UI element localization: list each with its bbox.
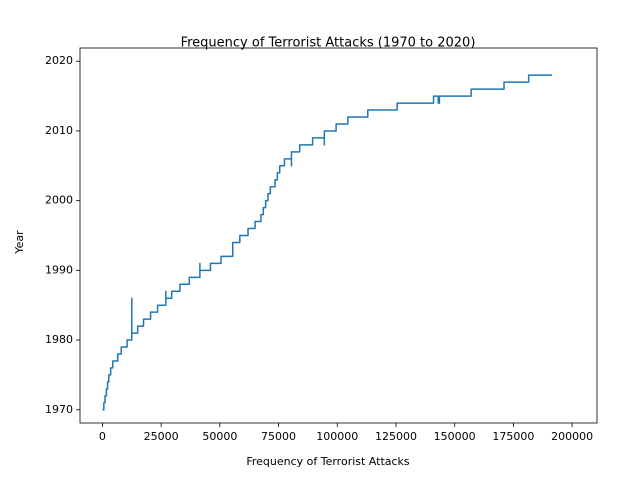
- y-axis-label: Year: [13, 230, 26, 255]
- x-tick-label: 75000: [261, 430, 296, 443]
- x-tick-label: 125000: [375, 430, 417, 443]
- x-tick-label: 150000: [434, 430, 476, 443]
- chart-title: Frequency of Terrorist Attacks (1970 to …: [181, 36, 476, 51]
- x-tick-label: 25000: [144, 430, 179, 443]
- x-tick-label: 100000: [316, 430, 358, 443]
- y-tick-label: 1980: [45, 333, 73, 346]
- y-tick-label: 2020: [45, 54, 73, 67]
- x-tick-label: 175000: [492, 430, 534, 443]
- y-tick-label: 2000: [45, 194, 73, 207]
- x-tick-label: 200000: [551, 430, 593, 443]
- x-tick-label: 0: [99, 430, 106, 443]
- y-tick-label: 2010: [45, 124, 73, 137]
- y-tick-label: 1990: [45, 263, 73, 276]
- y-tick-label: 1970: [45, 403, 73, 416]
- plot-frame: [79, 47, 598, 424]
- x-axis-label: Frequency of Terrorist Attacks: [246, 455, 410, 468]
- x-tick-label: 50000: [202, 430, 237, 443]
- data-line: [102, 74, 553, 411]
